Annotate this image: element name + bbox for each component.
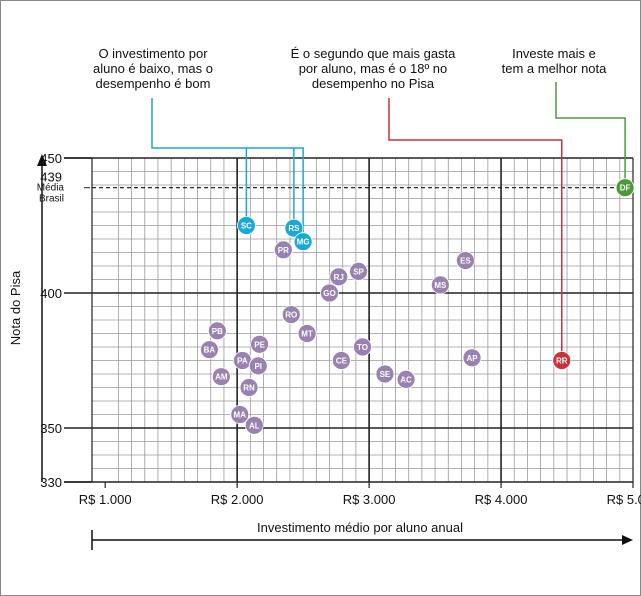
y-axis: 330 350 400 439 450 [37, 151, 92, 490]
data-point-label: DF [620, 184, 631, 193]
x-axis-label: Investimento médio por aluno anual [257, 520, 463, 535]
leader-line-right [555, 82, 626, 179]
data-point-pe [250, 334, 269, 354]
annotation-right-line: Investe mais e [512, 46, 596, 61]
major-grid [64, 157, 634, 483]
x-tick-label: R$ 4.000 [475, 492, 528, 507]
data-point-label: MA [234, 411, 247, 420]
data-point-go [320, 283, 339, 303]
data-point-se [375, 364, 395, 384]
x-tick-label: R$ 5.000 [607, 492, 641, 507]
data-points: SC RS MG PR SP RJ GO ES MS RO MT PB BA PE TO PA PI CE AP AM… [200, 178, 635, 435]
data-point-label: GO [323, 289, 335, 298]
data-point-label: MT [301, 330, 313, 339]
minor-grid [92, 158, 633, 482]
annotation-left-line: aluno é baixo, mas o [93, 61, 213, 76]
annotation-middle: É o segundo que mais gasta por aluno, ma… [283, 46, 463, 91]
data-point-rj [329, 267, 349, 287]
y-tick-label: 439 [40, 170, 62, 185]
data-point-label: BA [204, 346, 216, 355]
data-point-ap [462, 348, 482, 368]
data-point-ce [331, 351, 351, 370]
data-point-am [211, 367, 231, 387]
data-point-label: PR [278, 246, 289, 255]
data-point-mg [293, 232, 313, 252]
data-point-ms [430, 275, 450, 295]
leader-line-middle [388, 98, 563, 352]
x-label-arrowhead [622, 535, 633, 545]
data-point-label: SP [353, 267, 364, 276]
y-axis-arrowhead [37, 154, 47, 166]
annotation-middle-line: por aluno, mas é o 18º no [298, 61, 448, 76]
data-point-label: AM [215, 373, 228, 382]
data-point-rr [552, 351, 572, 370]
annotation-left-line: O investimento por [98, 46, 208, 61]
data-point-sc [236, 216, 256, 235]
y-tick-label: 400 [40, 286, 62, 301]
data-point-label: PB [212, 327, 223, 336]
data-point-label: MG [297, 238, 310, 247]
data-point-label: AP [466, 354, 478, 363]
data-point-sp [349, 261, 368, 281]
x-tick-label: R$ 1.000 [79, 492, 132, 507]
data-point-label: AL [249, 421, 260, 430]
reference-line-label: Média [37, 183, 65, 194]
data-point-label: AC [400, 375, 412, 384]
data-point-pb [207, 321, 227, 341]
annotation-right: Investe mais e tem a melhor nota [492, 46, 616, 76]
data-point-label: RO [285, 311, 297, 320]
data-point-ro [281, 305, 301, 325]
data-point-ma [230, 405, 250, 424]
data-point-label: PE [254, 340, 265, 349]
data-point-label: RR [556, 357, 568, 366]
annotation-right-line: tem a melhor nota [501, 61, 607, 76]
data-point-label: PA [237, 357, 248, 366]
reference-line-label: Brasil [39, 194, 64, 205]
data-point-label: TO [357, 343, 368, 352]
annotation-middle-line: É o segundo que mais gasta [290, 46, 456, 61]
annotation-left: O investimento por aluno é baixo, mas o … [88, 46, 218, 91]
data-point-df [615, 178, 635, 198]
data-point-rs [284, 218, 304, 238]
data-point-ba [200, 340, 219, 360]
data-point-es [456, 251, 475, 271]
y-tick-label: 450 [40, 151, 62, 166]
x-axis-label-group: Investimento médio por aluno anual [91, 520, 633, 550]
data-point-label: PI [254, 362, 262, 371]
data-point-to [353, 337, 372, 357]
data-point-label: ES [460, 257, 471, 266]
data-point-pi [248, 356, 268, 376]
data-point-al [244, 415, 264, 435]
y-tick-label: 330 [40, 475, 62, 490]
y-axis-label: Nota do Pisa [8, 270, 23, 345]
data-point-label: MS [434, 281, 447, 290]
data-point-pr [273, 240, 293, 260]
x-axis: R$ 1.000 R$ 2.000 R$ 3.000 R$ 4.000 R$ 5.000 [79, 482, 641, 507]
data-point-label: SE [380, 370, 391, 379]
data-point-mt [297, 324, 317, 343]
data-point-label: RJ [334, 273, 344, 282]
annotation-middle-line: desempenho no Pisa [311, 76, 435, 91]
y-tick-label: 350 [40, 421, 62, 436]
data-point-label: SC [241, 222, 252, 231]
data-point-label: RS [288, 224, 300, 233]
leader-line-left [151, 98, 304, 233]
data-point-label: CE [336, 357, 348, 366]
annotation-leaders [151, 82, 626, 352]
data-point-label: RN [243, 384, 255, 393]
data-point-ac [396, 369, 416, 389]
x-tick-label: R$ 3.000 [343, 492, 396, 507]
data-point-rn [239, 378, 259, 397]
x-tick-label: R$ 2.000 [211, 492, 264, 507]
annotation-left-line: desempenho é bom [95, 76, 211, 91]
